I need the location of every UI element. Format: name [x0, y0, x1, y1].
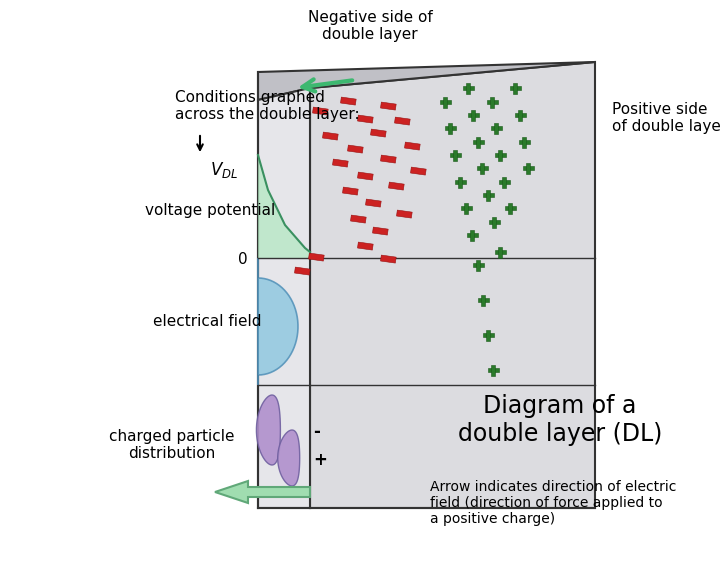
Bar	[480, 163, 484, 174]
Bar	[515, 113, 526, 117]
Bar	[486, 329, 490, 341]
Bar	[522, 137, 526, 147]
Text: Arrow indicates direction of electric
field (direction of force applied to
a pos: Arrow indicates direction of electric fi…	[430, 480, 676, 526]
Bar	[333, 159, 348, 167]
Text: electrical field: electrical field	[153, 315, 261, 329]
Bar	[371, 129, 386, 137]
Text: $V_{DL}$: $V_{DL}$	[210, 160, 238, 180]
Bar	[486, 189, 490, 201]
Bar	[397, 210, 412, 218]
Text: Positive side
of double layer: Positive side of double layer	[612, 102, 720, 134]
Bar	[366, 199, 381, 207]
Polygon shape	[258, 100, 310, 258]
Bar	[294, 267, 310, 275]
Bar	[498, 150, 502, 160]
Bar	[467, 83, 469, 94]
Bar	[439, 100, 451, 104]
Bar	[461, 206, 472, 210]
Bar	[459, 176, 462, 188]
Bar	[358, 115, 373, 123]
Bar	[492, 217, 495, 227]
Bar	[518, 141, 529, 143]
Bar	[395, 117, 410, 125]
Bar	[472, 109, 474, 121]
Bar	[444, 96, 446, 108]
Bar	[312, 107, 328, 115]
Bar	[372, 227, 388, 235]
Bar	[503, 176, 505, 188]
Bar	[467, 234, 477, 236]
Bar	[490, 96, 494, 108]
Bar	[526, 163, 530, 174]
Bar	[495, 251, 505, 253]
Text: Negative side of
double layer: Negative side of double layer	[307, 10, 433, 42]
Text: charged particle
distribution: charged particle distribution	[109, 429, 235, 461]
Bar	[405, 142, 420, 150]
Bar	[462, 86, 474, 90]
Bar	[477, 137, 480, 147]
Bar	[351, 215, 366, 223]
Bar	[454, 150, 456, 160]
Bar	[487, 100, 498, 104]
Text: voltage potential: voltage potential	[145, 202, 275, 218]
Bar	[449, 122, 451, 133]
Bar	[498, 180, 510, 184]
Bar	[523, 166, 534, 170]
Bar	[487, 369, 498, 371]
Text: Conditions graphed
across the double layer:: Conditions graphed across the double lay…	[175, 90, 359, 122]
Bar	[518, 109, 522, 121]
Bar	[472, 263, 484, 266]
Bar	[323, 132, 338, 140]
Bar	[488, 221, 500, 223]
Text: -: -	[314, 423, 320, 441]
Bar	[449, 153, 461, 156]
Bar	[477, 298, 488, 302]
Bar	[490, 126, 502, 130]
Polygon shape	[258, 62, 595, 100]
Bar	[482, 193, 493, 197]
Bar	[380, 102, 396, 110]
Bar	[472, 141, 484, 143]
Bar	[477, 166, 487, 170]
Bar	[505, 206, 516, 210]
Bar	[348, 145, 363, 153]
Bar	[513, 83, 517, 94]
Bar	[508, 202, 512, 214]
Bar	[343, 187, 358, 195]
Bar	[410, 167, 426, 175]
Bar	[341, 97, 356, 105]
Text: +: +	[313, 451, 327, 469]
Bar	[358, 172, 373, 180]
Bar	[444, 126, 456, 130]
Polygon shape	[278, 430, 300, 486]
Bar	[495, 122, 498, 133]
Bar	[464, 202, 468, 214]
Bar	[491, 365, 495, 375]
Bar	[454, 180, 466, 184]
Polygon shape	[258, 258, 298, 385]
Bar	[495, 153, 505, 156]
Bar	[467, 113, 479, 117]
Polygon shape	[215, 481, 310, 503]
Bar	[498, 247, 502, 257]
Bar	[380, 155, 396, 163]
Polygon shape	[310, 62, 595, 508]
Bar	[510, 86, 521, 90]
Polygon shape	[256, 395, 280, 465]
Text: Diagram of a
double layer (DL): Diagram of a double layer (DL)	[458, 394, 662, 446]
Bar	[380, 255, 396, 263]
Text: 0: 0	[238, 252, 248, 268]
Polygon shape	[258, 88, 310, 508]
Bar	[477, 260, 480, 270]
Bar	[308, 253, 324, 261]
Bar	[482, 294, 485, 306]
Bar	[470, 230, 474, 240]
Bar	[358, 242, 373, 250]
Bar	[482, 333, 493, 337]
Bar	[389, 182, 404, 190]
